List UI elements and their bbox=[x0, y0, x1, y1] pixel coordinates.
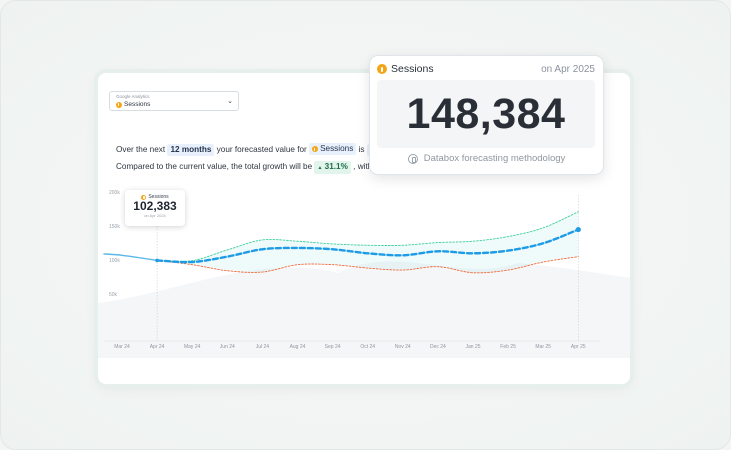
confidence-band bbox=[157, 211, 579, 273]
x-tick: Feb 25 bbox=[500, 344, 516, 350]
metric-source-select[interactable]: Google Analytics Sessions ⌄ bbox=[109, 91, 239, 111]
google-analytics-icon bbox=[377, 64, 387, 74]
sentence-text: Over the next bbox=[116, 145, 166, 154]
card-metric: Sessions bbox=[377, 63, 434, 75]
source-label: Google Analytics bbox=[116, 94, 150, 99]
google-analytics-icon bbox=[312, 146, 319, 152]
x-tick: Nov 24 bbox=[394, 344, 411, 350]
google-analytics-icon bbox=[141, 194, 147, 200]
y-tick: 50k bbox=[109, 292, 118, 298]
x-tick: Sep 24 bbox=[324, 344, 341, 350]
tooltip-metric: Sessions bbox=[125, 194, 185, 200]
chevron-down-icon: ⌄ bbox=[227, 98, 233, 105]
google-analytics-icon bbox=[116, 101, 122, 108]
x-tick: Aug 24 bbox=[289, 344, 306, 350]
tooltip-value: 102,383 bbox=[133, 199, 177, 213]
sentence-text: your forecasted value for bbox=[216, 145, 307, 154]
sentence-text: is bbox=[358, 145, 365, 154]
x-tick: Jul 24 bbox=[255, 344, 270, 350]
background-shape bbox=[98, 261, 630, 358]
x-tick: Apr 24 bbox=[149, 344, 165, 350]
x-tick: Mar 25 bbox=[535, 344, 551, 350]
growth-chip: ▲ 31.1% bbox=[314, 161, 351, 174]
x-tick: Jun 24 bbox=[219, 344, 235, 350]
x-tick: Apr 25 bbox=[570, 344, 586, 350]
forecast-value-card: Sessions on Apr 2025 148,384 Databox for… bbox=[370, 56, 603, 174]
x-tick: Mar 24 bbox=[114, 344, 130, 350]
sentence-text: Compared to the current value, the total… bbox=[116, 162, 313, 171]
source-value: Sessions bbox=[116, 101, 150, 108]
tooltip-date: on Apr 2024 bbox=[144, 213, 166, 218]
growth-value: 31.1% bbox=[324, 162, 348, 171]
forecast-icon bbox=[407, 153, 418, 164]
methodology-link[interactable]: Databox forecasting methodology bbox=[370, 153, 603, 164]
series-line-forecast bbox=[155, 228, 580, 264]
card-header: Sessions on Apr 2025 bbox=[377, 62, 595, 76]
sentence-text: , with v bbox=[353, 162, 379, 171]
current-point[interactable] bbox=[155, 258, 159, 263]
y-tick: 200k bbox=[109, 190, 120, 196]
period-chip[interactable]: 12 months bbox=[167, 144, 215, 156]
metric-chip-label: Sessions bbox=[320, 144, 354, 153]
sentence-line-2: Compared to the current value, the total… bbox=[116, 158, 630, 175]
forecast-chart bbox=[98, 195, 630, 358]
tooltip-metric-label: Sessions bbox=[148, 194, 169, 200]
series-line-upper bbox=[156, 211, 579, 262]
y-tick: 150k bbox=[109, 224, 120, 230]
y-tick: 100k bbox=[109, 258, 120, 264]
card-date: on Apr 2025 bbox=[541, 63, 595, 75]
x-tick: Oct 24 bbox=[360, 344, 376, 350]
card-metric-label: Sessions bbox=[391, 63, 434, 75]
x-tick: Jan 25 bbox=[465, 344, 481, 350]
metric-chip[interactable]: Sessions bbox=[309, 143, 357, 155]
hover-tooltip: Sessions 102,383 on Apr 2024 bbox=[125, 190, 185, 226]
x-tick: May 24 bbox=[183, 344, 201, 350]
methodology-label: Databox forecasting methodology bbox=[423, 153, 566, 164]
series-line-actual bbox=[103, 253, 158, 262]
x-tick: Dec 24 bbox=[429, 344, 446, 350]
up-arrow-icon: ▲ bbox=[317, 165, 323, 171]
card-value: 148,384 bbox=[377, 80, 595, 148]
forecast-end-point[interactable] bbox=[575, 226, 581, 233]
series-line-lower bbox=[156, 256, 579, 274]
source-metric-label: Sessions bbox=[124, 101, 151, 108]
